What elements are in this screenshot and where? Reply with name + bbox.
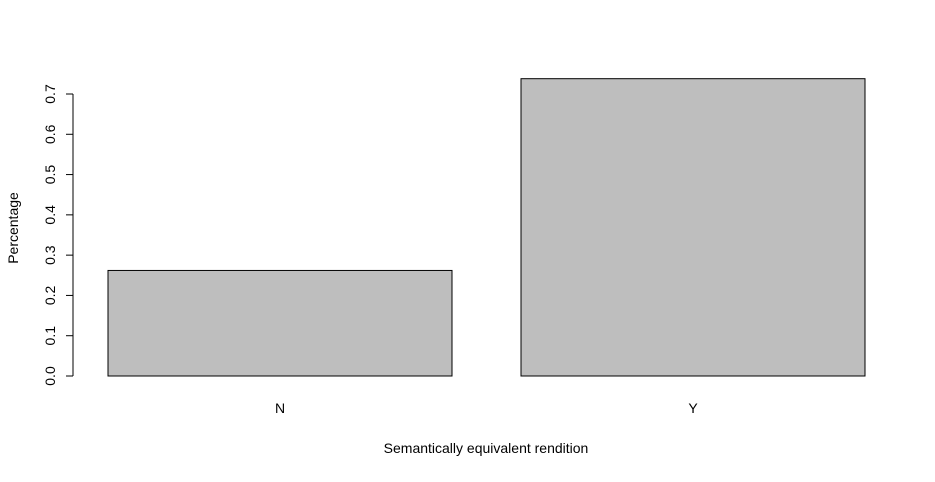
y-tick-label: 0.7	[42, 84, 58, 104]
y-axis: 0.0 0.1 0.2 0.3 0.4 0.5 0.6 0.7	[42, 84, 74, 386]
y-tick-label: 0.6	[42, 124, 58, 144]
bars	[107, 78, 866, 377]
x-tick-label: Y	[688, 400, 698, 416]
bar-Y	[520, 78, 866, 377]
x-axis-label: Semantically equivalent rendition	[384, 440, 589, 456]
bar-N	[107, 269, 453, 377]
y-tick-label: 0.0	[42, 366, 58, 386]
y-tick-label: 0.3	[42, 245, 58, 265]
y-tick-label: 0.1	[42, 326, 58, 346]
y-axis-label: Percentage	[5, 192, 21, 264]
x-tick-label: N	[275, 400, 285, 416]
y-tick-label: 0.5	[42, 165, 58, 185]
y-tick-label: 0.4	[42, 205, 58, 225]
y-tick-label: 0.2	[42, 285, 58, 305]
